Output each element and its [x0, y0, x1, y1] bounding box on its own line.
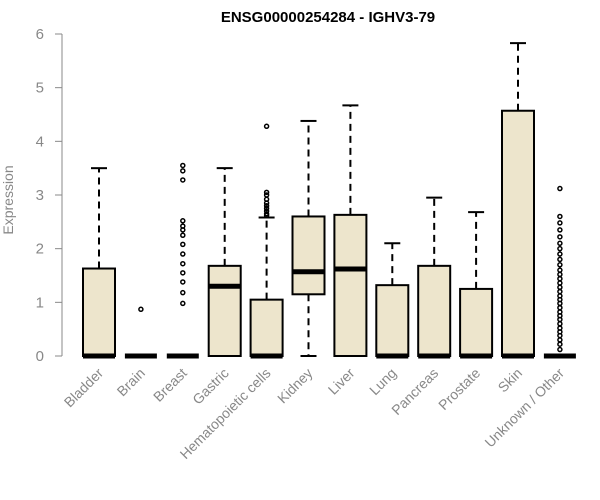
x-tick-label: Kidney: [274, 365, 316, 407]
box-iqr: [459, 287, 494, 357]
box-skin: [501, 42, 535, 359]
outlier-point: [263, 208, 270, 214]
box-iqr: [417, 264, 452, 357]
y-axis-ticks: 0 1 2 3 4 5 6: [36, 26, 62, 365]
outlier-point: [263, 196, 270, 203]
outlier-point: [557, 337, 563, 343]
outlier-point: [180, 168, 186, 174]
outlier-point: [557, 321, 563, 327]
outlier-point: [180, 279, 186, 285]
outlier-point: [557, 227, 563, 233]
outlier-point: [557, 284, 563, 291]
outlier-point: [263, 205, 270, 212]
outlier-point: [138, 306, 144, 313]
outlier-point: [557, 280, 563, 286]
outlier-point: [557, 267, 563, 273]
box-iqr: [291, 215, 326, 296]
outlier-point: [557, 220, 563, 226]
outlier-point: [557, 288, 563, 295]
outlier-point: [557, 234, 563, 240]
x-tick-label: Lung: [366, 365, 399, 398]
y-tick-label: 2: [36, 241, 44, 258]
box-lung: [375, 242, 410, 359]
box-liver: [333, 104, 368, 357]
box-iqr: [375, 284, 410, 357]
outlier-point: [180, 289, 186, 296]
y-tick-label: 3: [36, 187, 44, 204]
outlier-point: [180, 232, 186, 238]
plot-area: [82, 42, 576, 359]
outlier-point: [180, 270, 186, 276]
box-iqr: [501, 109, 535, 357]
outlier-point: [557, 325, 563, 331]
outlier-point: [557, 262, 563, 268]
box-gastric: [207, 167, 242, 357]
y-tick-label: 6: [36, 26, 44, 43]
x-tick-label: Brain: [114, 365, 148, 399]
outlier-point: [557, 309, 563, 315]
x-tick-label: Skin: [495, 365, 526, 396]
outlier-point: [557, 293, 563, 299]
outlier-point: [180, 162, 186, 169]
outlier-point: [557, 245, 563, 252]
box-breast: [166, 162, 199, 359]
y-tick-label: 5: [36, 80, 44, 97]
outlier-point: [180, 223, 186, 229]
outlier-point: [263, 211, 270, 217]
box-iqr: [207, 264, 242, 357]
box-unknown-other: [543, 185, 576, 359]
box-hematopoietic-cells: [249, 123, 284, 359]
outlier-point: [557, 304, 563, 311]
box-pancreas: [417, 196, 452, 359]
x-tick-label: Unknown / Other: [481, 365, 567, 451]
box-prostate: [459, 211, 494, 359]
outlier-point: [180, 300, 186, 307]
outlier-point: [557, 251, 563, 257]
outlier-point: [180, 251, 186, 257]
outlier-point: [180, 177, 186, 183]
x-tick-label: Pancreas: [388, 365, 441, 418]
outlier-point: [557, 256, 563, 263]
x-tick-label: Liver: [325, 365, 358, 398]
x-tick-label: Bladder: [61, 365, 107, 411]
box-bladder: [82, 167, 116, 359]
x-tick-label: Prostate: [435, 365, 483, 413]
outlier-point: [557, 346, 563, 353]
outlier-point: [180, 260, 186, 267]
box-kidney: [291, 119, 326, 357]
box-iqr: [333, 213, 368, 357]
box-iqr: [82, 267, 116, 358]
outlier-point: [263, 189, 270, 196]
outlier-point: [557, 185, 563, 192]
outlier-point: [557, 240, 563, 247]
outlier-point: [557, 341, 563, 347]
x-tick-label: Breast: [150, 365, 190, 405]
box-iqr: [249, 298, 284, 357]
outlier-point: [557, 213, 563, 220]
y-tick-label: 1: [36, 294, 44, 311]
outlier-point: [263, 192, 270, 198]
y-tick-label: 4: [36, 133, 44, 150]
outlier-point: [557, 275, 563, 282]
y-axis-label: Expression: [0, 165, 16, 234]
box-brain: [124, 306, 157, 359]
outlier-point: [180, 218, 186, 224]
chart-title: ENSG00000254284 - IGHV3-79: [221, 9, 435, 26]
outlier-point: [263, 202, 270, 209]
y-tick-label: 0: [36, 348, 44, 365]
outlier-point: [263, 123, 270, 130]
outlier-point: [180, 241, 186, 248]
outlier-point: [557, 271, 563, 278]
